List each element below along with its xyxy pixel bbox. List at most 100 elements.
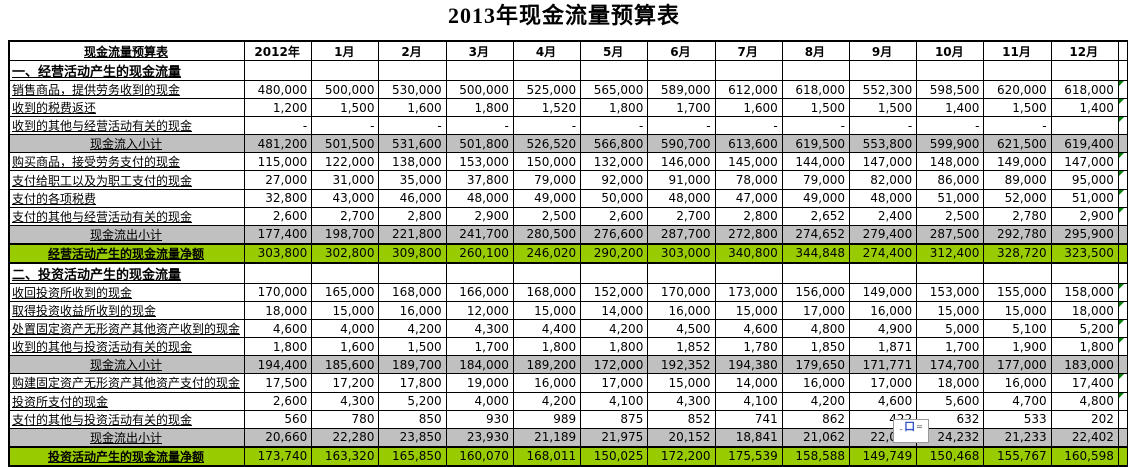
- value-cell[interactable]: 122,000: [311, 152, 380, 172]
- value-cell[interactable]: 598,500: [916, 79, 985, 100]
- value-cell[interactable]: 37,800: [445, 170, 514, 190]
- value-cell[interactable]: [647, 60, 716, 81]
- value-cell[interactable]: 295,900: [1050, 224, 1119, 245]
- value-cell[interactable]: 43,000: [311, 188, 380, 208]
- column-header-9月[interactable]: 9月: [848, 40, 918, 61]
- value-cell[interactable]: [512, 60, 582, 81]
- value-cell[interactable]: 18,841: [714, 427, 783, 448]
- value-cell[interactable]: 15,000: [311, 301, 380, 321]
- value-cell[interactable]: 149,749: [848, 445, 918, 467]
- value-cell[interactable]: 292,780: [983, 224, 1052, 245]
- value-cell[interactable]: 533: [983, 409, 1052, 429]
- value-cell[interactable]: 15,000: [916, 301, 985, 321]
- value-cell[interactable]: 192,352: [647, 355, 716, 375]
- value-cell[interactable]: 21,975: [580, 427, 649, 448]
- value-cell[interactable]: [983, 262, 1052, 284]
- value-cell[interactable]: 48,000: [445, 188, 514, 208]
- value-cell[interactable]: 95,000: [1050, 170, 1119, 190]
- value-cell[interactable]: 621,500: [983, 134, 1052, 154]
- value-cell[interactable]: -: [378, 116, 447, 136]
- column-header-2012年[interactable]: 2012年: [244, 40, 313, 61]
- value-cell[interactable]: 189,200: [512, 355, 582, 375]
- value-cell[interactable]: 4,200: [781, 391, 850, 411]
- row-label-cell[interactable]: 支付的其他与投资活动有关的现金: [8, 409, 246, 429]
- column-header-8月[interactable]: 8月: [781, 40, 850, 61]
- value-cell[interactable]: 15,000: [983, 301, 1052, 321]
- row-label-cell[interactable]: 处置固定资产无形资产其他资产收到的现金: [8, 319, 246, 339]
- value-cell[interactable]: 21,062: [781, 427, 850, 448]
- value-cell[interactable]: 2,652: [781, 206, 850, 226]
- value-cell[interactable]: 198,700: [311, 224, 380, 245]
- value-cell[interactable]: 23,850: [378, 427, 447, 448]
- row-label-cell[interactable]: 经营活动产生的现金流量净额: [8, 242, 246, 264]
- value-cell[interactable]: [1050, 60, 1119, 81]
- value-cell[interactable]: 553,800: [848, 134, 918, 154]
- value-cell[interactable]: 150,000: [512, 152, 582, 172]
- value-cell[interactable]: 2,800: [378, 206, 447, 226]
- sliver-cell[interactable]: [1117, 427, 1128, 448]
- value-cell[interactable]: 194,400: [244, 355, 313, 375]
- value-cell[interactable]: 79,000: [512, 170, 582, 190]
- value-cell[interactable]: 168,000: [512, 282, 582, 303]
- value-cell[interactable]: 144,000: [781, 152, 850, 172]
- column-header-4月[interactable]: 4月: [512, 40, 582, 61]
- value-cell[interactable]: 4,600: [714, 319, 783, 339]
- value-cell[interactable]: 5,200: [378, 391, 447, 411]
- value-cell[interactable]: 1,500: [848, 98, 918, 118]
- value-cell[interactable]: -: [445, 116, 514, 136]
- value-cell[interactable]: [848, 262, 918, 284]
- value-cell[interactable]: 875: [580, 409, 649, 429]
- sliver-cell[interactable]: [1117, 391, 1128, 411]
- value-cell[interactable]: 17,800: [378, 373, 447, 393]
- value-cell[interactable]: 4,000: [311, 319, 380, 339]
- value-cell[interactable]: 91,000: [647, 170, 716, 190]
- row-label-cell[interactable]: 取得投资收益所收到的现金: [8, 301, 246, 321]
- value-cell[interactable]: 2,800: [714, 206, 783, 226]
- value-cell[interactable]: 613,600: [714, 134, 783, 154]
- value-cell[interactable]: 166,000: [445, 282, 514, 303]
- value-cell[interactable]: 309,800: [378, 242, 447, 264]
- value-cell[interactable]: 619,400: [1050, 134, 1119, 154]
- value-cell[interactable]: 165,850: [378, 445, 447, 467]
- value-cell[interactable]: 138,000: [378, 152, 447, 172]
- value-cell[interactable]: 276,600: [580, 224, 649, 245]
- value-cell[interactable]: 48,000: [848, 188, 918, 208]
- value-cell[interactable]: 246,020: [512, 242, 582, 264]
- value-cell[interactable]: 32,800: [244, 188, 313, 208]
- value-cell[interactable]: 2,900: [1050, 206, 1119, 226]
- value-cell[interactable]: 4,600: [848, 391, 918, 411]
- value-cell[interactable]: 4,900: [848, 319, 918, 339]
- value-cell[interactable]: [378, 262, 447, 284]
- value-cell[interactable]: 2,400: [848, 206, 918, 226]
- value-cell[interactable]: 183,000: [1050, 355, 1119, 375]
- value-cell[interactable]: 48,000: [647, 188, 716, 208]
- value-cell[interactable]: 35,000: [378, 170, 447, 190]
- value-cell[interactable]: -: [983, 116, 1052, 136]
- value-cell[interactable]: 172,200: [647, 445, 716, 467]
- value-cell[interactable]: 1,200: [244, 98, 313, 118]
- value-cell[interactable]: 17,500: [244, 373, 313, 393]
- value-cell[interactable]: [916, 262, 985, 284]
- value-cell[interactable]: 4,300: [647, 391, 716, 411]
- value-cell[interactable]: 23,930: [445, 427, 514, 448]
- value-cell[interactable]: 632: [916, 409, 985, 429]
- value-cell[interactable]: 16,000: [781, 373, 850, 393]
- value-cell[interactable]: 1,600: [378, 98, 447, 118]
- column-header-6月[interactable]: 6月: [647, 40, 716, 61]
- value-cell[interactable]: [848, 60, 918, 81]
- row-label-cell[interactable]: 现金流出小计: [8, 427, 246, 448]
- value-cell[interactable]: 500,000: [311, 79, 380, 100]
- row-label-cell[interactable]: 现金流出小计: [8, 224, 246, 245]
- value-cell[interactable]: 16,000: [983, 373, 1052, 393]
- value-cell[interactable]: 1,700: [445, 337, 514, 357]
- value-cell[interactable]: 148,000: [916, 152, 985, 172]
- value-cell[interactable]: 168,011: [512, 445, 582, 467]
- value-cell[interactable]: -: [714, 116, 783, 136]
- value-cell[interactable]: -: [848, 116, 918, 136]
- value-cell[interactable]: 79,000: [781, 170, 850, 190]
- value-cell[interactable]: 16,000: [378, 301, 447, 321]
- value-cell[interactable]: 149,000: [848, 282, 918, 303]
- value-cell[interactable]: 279,400: [848, 224, 918, 245]
- value-cell[interactable]: 280,500: [512, 224, 582, 245]
- value-cell[interactable]: 173,000: [714, 282, 783, 303]
